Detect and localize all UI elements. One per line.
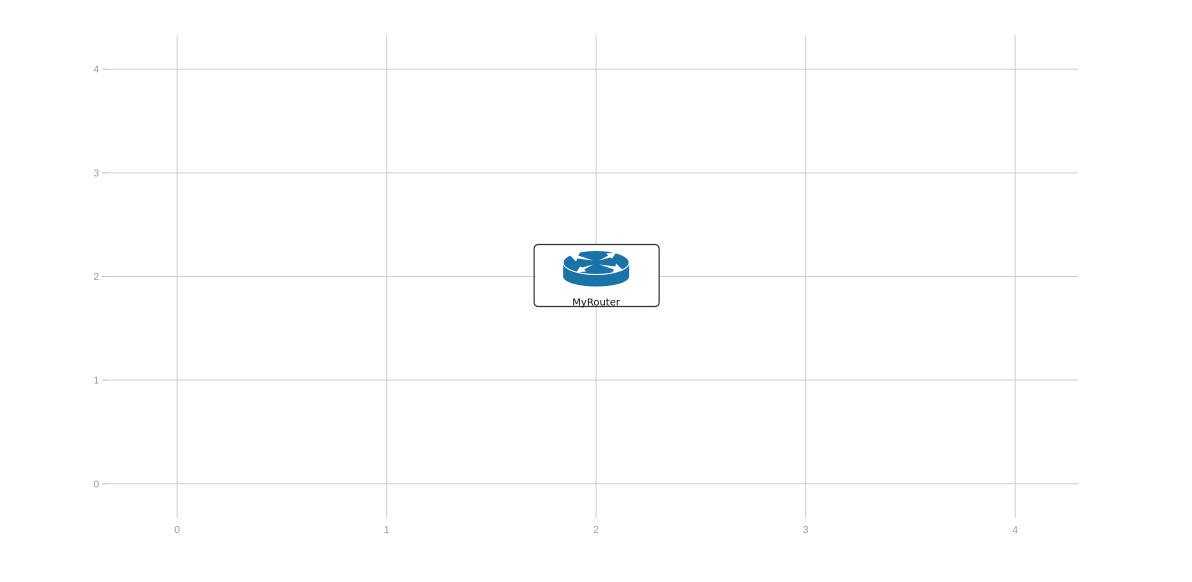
axis-ticks: 0 1 2 3 4 0 1 2 3 4 (93, 65, 1018, 536)
x-tick-label: 4 (1012, 525, 1018, 536)
router-arrow (569, 252, 594, 262)
y-tick-label: 2 (93, 272, 99, 283)
y-tick-label: 4 (93, 65, 99, 76)
grid (108, 35, 1078, 518)
y-tick-label: 1 (93, 376, 99, 387)
router-node[interactable]: MyRouter (533, 243, 660, 309)
x-tick-label: 1 (384, 525, 390, 536)
router-arrow (576, 264, 594, 273)
router-arrow (599, 263, 624, 273)
y-tick-label: 0 (93, 479, 99, 490)
y-tick-label: 3 (93, 168, 99, 179)
nodes: MyRouter (533, 243, 660, 309)
x-tick-label: 3 (803, 525, 809, 536)
x-tick-label: 2 (593, 525, 599, 536)
x-tick-label: 0 (174, 525, 180, 536)
router-arrow (599, 252, 617, 261)
node-label: MyRouter (572, 298, 621, 309)
router-icon (562, 250, 630, 287)
